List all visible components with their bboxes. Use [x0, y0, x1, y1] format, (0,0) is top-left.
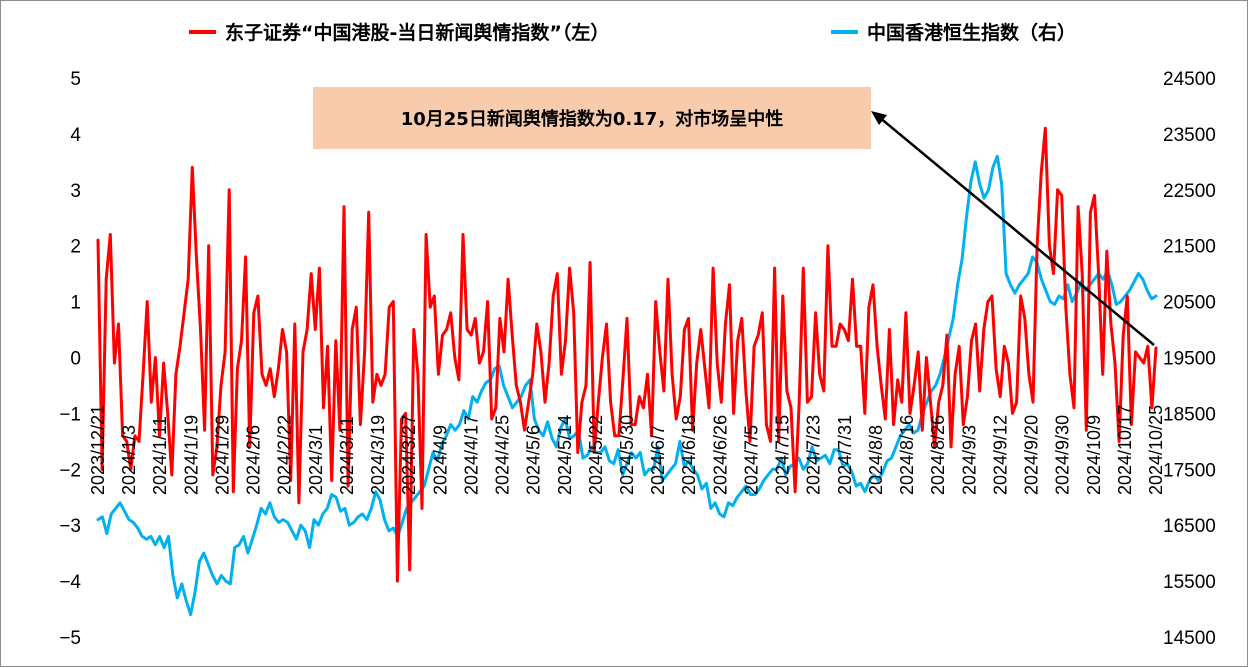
x-tick-label: 2024/2/22	[275, 415, 295, 495]
x-tick-label: 2024/7/5	[742, 425, 762, 495]
x-tick-label: 2024/4/25	[493, 415, 513, 495]
x-tick-label: 2024/3/11	[337, 416, 357, 495]
y-right-tick-label: 22500	[1163, 181, 1216, 202]
y-left-tick-label: 4	[70, 125, 81, 146]
y-left-tick-label: −5	[59, 628, 81, 649]
y-left-tick-label: −1	[59, 404, 81, 425]
y-right-tick-label: 16500	[1163, 516, 1216, 537]
x-tick-label: 2024/5/22	[586, 415, 606, 495]
x-tick-label: 2024/3/27	[399, 415, 419, 495]
y-left-tick-label: 1	[70, 293, 81, 314]
y-axis-right: 14500 15500 16500 17500 18500 19500 20500 21500…	[1163, 69, 1216, 649]
x-tick-label: 2024/1/3	[119, 425, 139, 495]
annotation-arrowhead	[871, 111, 887, 125]
legend: 东子证券“中国港股-当日新闻舆情指数”（左） 中国香港恒生指数（右）	[189, 21, 1076, 44]
x-tick-label: 2024/1/19	[181, 415, 201, 495]
annotation: 10月25日新闻舆情指数为0.17，对市场呈中性	[313, 87, 1155, 346]
legend-label-hang-seng: 中国香港恒生指数（右）	[867, 21, 1076, 44]
annotation-box	[313, 87, 871, 149]
annotation-arrow	[878, 116, 1155, 346]
y-axis-left: −5 −4 −3 −2 −1 0 1 2 3 4 5	[59, 69, 81, 649]
y-right-tick-label: 14500	[1163, 628, 1216, 649]
y-right-tick-label: 24500	[1163, 69, 1216, 90]
x-axis: 2023/12/21 2024/1/3 2024/1/11 2024/1/19 2024…	[88, 405, 1166, 495]
x-tick-label: 2024/9/30	[1053, 415, 1073, 495]
x-tick-label: 2024/10/9	[1084, 415, 1104, 495]
x-tick-label: 2024/7/15	[773, 415, 793, 495]
y-left-tick-label: −4	[59, 572, 81, 593]
x-tick-label: 2024/4/17	[461, 415, 481, 495]
x-tick-label: 2024/3/1	[306, 425, 326, 495]
x-tick-label: 2024/1/11	[150, 416, 170, 495]
x-tick-label: 2024/6/26	[710, 415, 730, 495]
y-left-tick-label: 0	[70, 349, 81, 370]
annotation-text: 10月25日新闻舆情指数为0.17，对市场呈中性	[401, 108, 784, 130]
x-tick-label: 2024/5/14	[555, 415, 575, 495]
x-tick-label: 2024/9/3	[959, 425, 979, 495]
x-tick-label: 2024/10/25	[1146, 405, 1166, 495]
y-right-tick-label: 17500	[1163, 460, 1216, 481]
x-tick-label: 2024/8/16	[897, 415, 917, 495]
x-tick-label: 2024/7/23	[804, 415, 824, 495]
y-left-tick-label: −3	[59, 516, 81, 537]
y-left-tick-label: 5	[70, 69, 81, 90]
x-tick-label: 2023/12/21	[88, 405, 108, 495]
y-left-tick-label: 2	[70, 237, 81, 258]
x-tick-label: 2024/9/12	[990, 415, 1010, 495]
x-tick-label: 2024/9/20	[1022, 415, 1042, 495]
x-tick-label: 2024/5/6	[524, 425, 544, 495]
y-right-tick-label: 19500	[1163, 349, 1216, 370]
x-tick-label: 2024/6/18	[679, 415, 699, 495]
x-tick-label: 2024/2/6	[244, 425, 264, 495]
x-tick-label: 2024/3/19	[368, 415, 388, 495]
x-tick-label: 2024/8/26	[928, 415, 948, 495]
y-right-tick-label: 23500	[1163, 125, 1216, 146]
x-tick-label: 2024/6/7	[648, 425, 668, 495]
x-tick-label: 2024/1/29	[213, 415, 233, 495]
y-right-tick-label: 18500	[1163, 404, 1216, 425]
x-tick-label: 2024/7/31	[835, 415, 855, 495]
y-left-tick-label: 3	[70, 181, 81, 202]
y-right-tick-label: 20500	[1163, 293, 1216, 314]
x-tick-label: 2024/4/9	[430, 425, 450, 495]
x-tick-label: 2024/5/30	[617, 415, 637, 495]
plot-area	[96, 126, 1158, 617]
y-right-tick-label: 21500	[1163, 237, 1216, 258]
x-tick-label: 2024/8/8	[866, 425, 886, 495]
y-right-tick-label: 15500	[1163, 572, 1216, 593]
x-tick-label: 2024/10/17	[1115, 405, 1135, 495]
series-line-news-index	[96, 126, 1158, 583]
legend-label-news-index: 东子证券“中国港股-当日新闻舆情指数”（左）	[225, 21, 609, 44]
series-line-hang-seng	[96, 154, 1158, 617]
y-left-tick-label: −2	[59, 460, 81, 481]
